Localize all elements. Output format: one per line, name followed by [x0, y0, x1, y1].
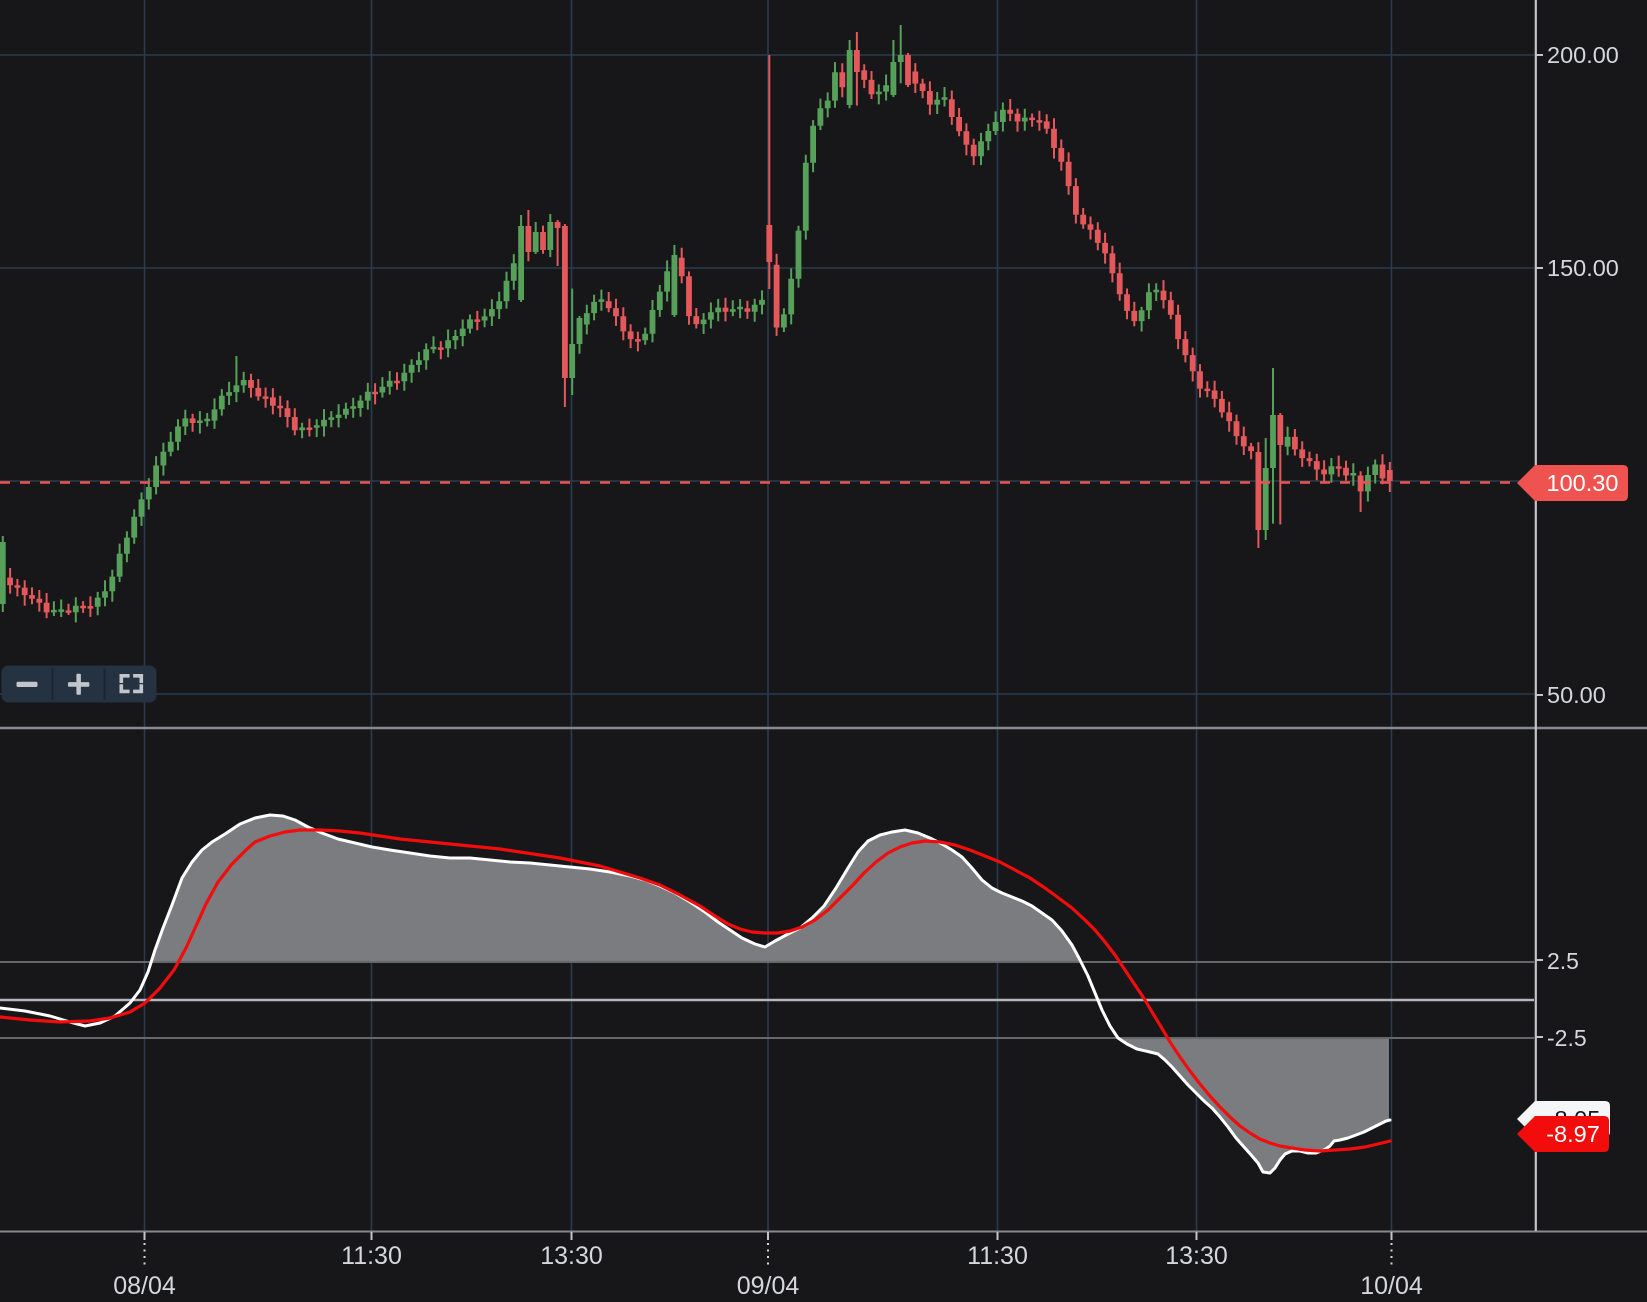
svg-text:150.00: 150.00 [1547, 255, 1619, 281]
svg-text:10/04: 10/04 [1360, 1272, 1423, 1300]
svg-text:13:30: 13:30 [1165, 1242, 1228, 1270]
svg-text:-8.97: -8.97 [1546, 1121, 1600, 1147]
svg-text:2.5: 2.5 [1547, 948, 1579, 974]
svg-text:09/04: 09/04 [737, 1272, 800, 1300]
svg-text:-2.5: -2.5 [1547, 1025, 1587, 1051]
svg-text:11:30: 11:30 [341, 1242, 402, 1270]
svg-text:200.00: 200.00 [1547, 42, 1619, 68]
svg-text:11:30: 11:30 [967, 1242, 1028, 1270]
svg-text:13:30: 13:30 [540, 1242, 603, 1270]
svg-text:100.30: 100.30 [1547, 470, 1619, 496]
svg-text:08/04: 08/04 [113, 1272, 176, 1300]
svg-text:50.00: 50.00 [1547, 682, 1606, 708]
